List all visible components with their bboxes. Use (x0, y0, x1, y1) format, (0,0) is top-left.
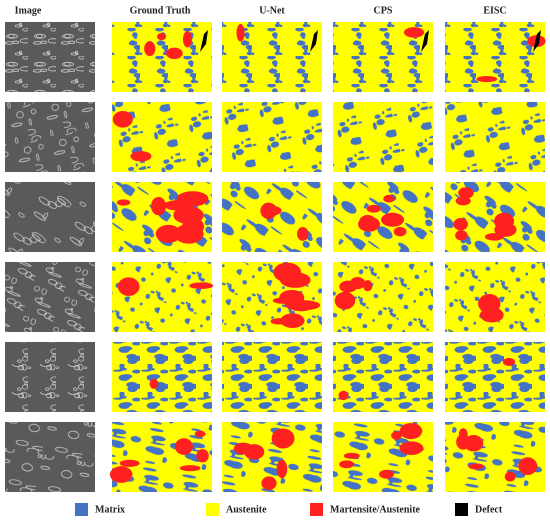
red-region (272, 297, 294, 304)
legend: Matrix Austenite Martensite/Austenite Defec… (75, 503, 503, 516)
legend-label: Martensite/Austenite (330, 504, 421, 515)
red-region (165, 47, 183, 59)
legend-label: Austenite (226, 504, 267, 515)
red-region (297, 226, 309, 241)
red-region (463, 435, 484, 452)
red-region (358, 216, 381, 232)
red-region (379, 469, 394, 479)
legend-swatch (310, 503, 323, 516)
red-region (399, 423, 423, 440)
red-region (339, 280, 358, 293)
red-region (339, 460, 355, 469)
legend-label: Matrix (95, 504, 125, 515)
red-region (182, 31, 192, 48)
red-region (343, 452, 360, 459)
legend-swatch (206, 503, 219, 516)
red-region (174, 224, 204, 244)
column-headers: Image Ground Truth U-Net CPS EISC (15, 5, 507, 16)
red-region (265, 206, 282, 216)
sem-image (5, 22, 95, 92)
red-region (366, 204, 381, 213)
red-region (155, 224, 182, 243)
red-region (117, 277, 140, 296)
defect-region (200, 30, 208, 52)
sem-image (5, 262, 95, 332)
segmentation-map (112, 22, 212, 92)
sem-image (5, 342, 95, 412)
defect-region (533, 30, 541, 52)
sem-image (5, 182, 95, 252)
segmentation-map (445, 342, 545, 412)
red-region (189, 282, 214, 289)
segmentation-map (333, 102, 433, 172)
red-region (479, 307, 504, 323)
segmentation-map (112, 342, 212, 412)
red-region (476, 75, 498, 83)
red-region (338, 390, 349, 401)
red-region (196, 449, 209, 463)
red-region (363, 280, 373, 292)
column-header: EISC (483, 5, 506, 16)
red-region (468, 463, 484, 470)
red-region (176, 191, 209, 207)
red-region (455, 230, 468, 241)
red-region (453, 218, 468, 231)
column-header: Ground Truth (130, 5, 191, 16)
red-region (280, 313, 305, 329)
column-header: CPS (374, 5, 393, 16)
defect-region (421, 30, 429, 52)
red-region (174, 438, 193, 455)
red-region (381, 212, 405, 227)
column-header: U-Net (259, 5, 285, 16)
red-region (284, 300, 321, 311)
red-region (236, 23, 245, 42)
red-region (273, 262, 302, 283)
sem-image (5, 422, 95, 492)
red-region (194, 430, 206, 438)
sem-image (5, 102, 95, 172)
red-region (334, 291, 356, 310)
panels (5, 22, 546, 492)
defect-region (310, 30, 318, 52)
red-region (403, 27, 425, 38)
red-region (119, 459, 140, 467)
red-region (179, 465, 201, 472)
red-region (130, 151, 152, 162)
red-region (399, 441, 424, 455)
red-region (109, 466, 133, 483)
red-region (504, 471, 516, 482)
segmentation-map (222, 342, 322, 412)
red-region (157, 33, 167, 41)
legend-swatch (75, 503, 88, 516)
legend-swatch (455, 503, 468, 516)
red-region (151, 196, 167, 216)
red-region (271, 428, 295, 449)
red-region (233, 442, 253, 455)
red-region (276, 459, 288, 479)
red-region (494, 222, 517, 237)
red-region (173, 206, 204, 225)
column-header: Image (15, 5, 42, 16)
red-region (149, 378, 159, 389)
segmentation-map (445, 102, 545, 172)
segmentation-map (333, 342, 433, 412)
red-region (518, 457, 538, 476)
legend-label: Defect (475, 504, 503, 515)
red-region (502, 357, 516, 366)
red-region (144, 41, 156, 57)
red-region (458, 187, 474, 199)
red-region (391, 431, 402, 440)
red-region (112, 111, 133, 128)
segmentation-map (445, 22, 545, 92)
red-region (116, 199, 131, 206)
red-region (383, 194, 395, 203)
segmentation-map (112, 262, 212, 332)
red-region (393, 226, 407, 237)
segmentation-map (222, 102, 322, 172)
red-region (455, 196, 471, 206)
red-region (261, 476, 277, 491)
